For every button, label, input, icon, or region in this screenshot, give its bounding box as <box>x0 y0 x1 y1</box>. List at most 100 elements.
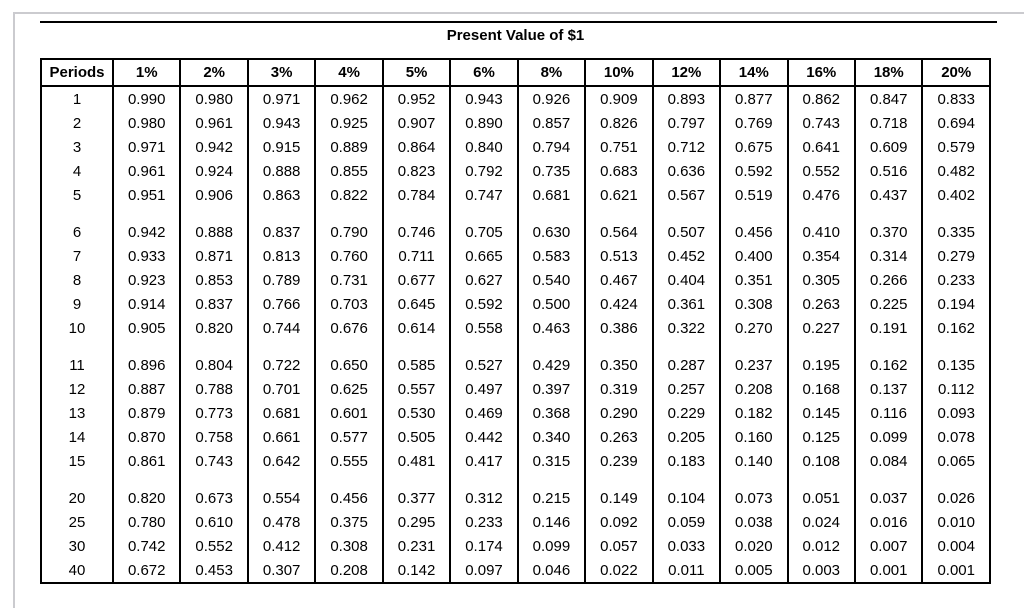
value-cell: 0.424 <box>584 292 654 316</box>
value-cell: 0.227 <box>786 316 856 340</box>
value-cell: 0.162 <box>853 353 924 377</box>
period-cell: 20 <box>40 486 114 510</box>
value-cell: 0.552 <box>786 159 856 183</box>
value-cell: 0.305 <box>786 268 856 292</box>
value-cell: 0.773 <box>179 401 249 425</box>
value-cell: 0.481 <box>381 449 452 473</box>
value-cell: 0.078 <box>921 425 991 449</box>
value-cell: 0.016 <box>853 510 924 534</box>
value-cell: 0.307 <box>246 558 317 583</box>
value-cell: 0.182 <box>719 401 789 425</box>
col-header-rate-20: 20% <box>921 58 991 87</box>
group-spacer-row <box>40 207 991 220</box>
value-cell: 0.051 <box>786 486 856 510</box>
spacer-cell <box>651 340 722 353</box>
value-cell: 0.641 <box>786 135 856 159</box>
spacer-cell <box>853 473 924 486</box>
value-cell: 0.888 <box>246 159 317 183</box>
value-cell: 0.915 <box>246 135 317 159</box>
value-cell: 0.137 <box>853 377 924 401</box>
table-row-period-11: 11 0.896 0.804 0.722 0.650 0.585 0.527 0.429 0.3… <box>40 353 991 377</box>
period-cell: 4 <box>40 159 114 183</box>
col-header-rate-4: 4% <box>314 58 384 87</box>
value-cell: 0.116 <box>853 401 924 425</box>
value-cell: 0.853 <box>179 268 249 292</box>
value-cell: 0.145 <box>786 401 856 425</box>
spacer-cell <box>853 207 924 220</box>
value-cell: 0.335 <box>921 220 991 244</box>
period-cell: 3 <box>40 135 114 159</box>
value-cell: 0.231 <box>381 534 452 558</box>
period-cell: 2 <box>40 111 114 135</box>
value-cell: 0.672 <box>111 558 182 583</box>
value-cell: 0.215 <box>516 486 587 510</box>
value-cell: 0.823 <box>381 159 452 183</box>
value-cell: 0.907 <box>381 111 452 135</box>
value-cell: 0.001 <box>921 558 991 583</box>
col-header-rate-10: 10% <box>584 58 654 87</box>
value-cell: 0.482 <box>921 159 991 183</box>
value-cell: 0.004 <box>921 534 991 558</box>
value-cell: 0.350 <box>584 353 654 377</box>
value-cell: 0.194 <box>921 292 991 316</box>
value-cell: 0.270 <box>719 316 789 340</box>
period-cell: 12 <box>40 377 114 401</box>
title-rule <box>40 21 997 23</box>
value-cell: 0.780 <box>111 510 182 534</box>
value-cell: 0.287 <box>651 353 722 377</box>
value-cell: 0.065 <box>921 449 991 473</box>
value-cell: 0.478 <box>246 510 317 534</box>
spacer-cell <box>40 340 114 353</box>
value-cell: 0.592 <box>719 159 789 183</box>
value-cell: 0.636 <box>651 159 722 183</box>
value-cell: 0.857 <box>516 111 587 135</box>
value-cell: 0.797 <box>651 111 722 135</box>
value-cell: 0.340 <box>516 425 587 449</box>
value-cell: 0.290 <box>584 401 654 425</box>
value-cell: 0.833 <box>921 86 991 111</box>
value-cell: 0.790 <box>314 220 384 244</box>
table-row-period-15: 15 0.861 0.743 0.642 0.555 0.481 0.417 0.315 0.2… <box>40 449 991 473</box>
value-cell: 0.871 <box>179 244 249 268</box>
period-cell: 5 <box>40 183 114 207</box>
value-cell: 0.890 <box>449 111 519 135</box>
value-cell: 0.046 <box>516 558 587 583</box>
value-cell: 0.453 <box>179 558 249 583</box>
value-cell: 0.943 <box>449 86 519 111</box>
spacer-cell <box>246 207 317 220</box>
value-cell: 0.744 <box>246 316 317 340</box>
value-cell: 0.500 <box>516 292 587 316</box>
table-row-period-7: 7 0.933 0.871 0.813 0.760 0.711 0.665 0.583 0.51… <box>40 244 991 268</box>
value-cell: 0.452 <box>651 244 722 268</box>
value-cell: 0.933 <box>111 244 182 268</box>
value-cell: 0.437 <box>853 183 924 207</box>
value-cell: 0.676 <box>314 316 384 340</box>
value-cell: 0.266 <box>853 268 924 292</box>
value-cell: 0.751 <box>584 135 654 159</box>
value-cell: 0.906 <box>179 183 249 207</box>
value-cell: 0.263 <box>584 425 654 449</box>
value-cell: 0.097 <box>449 558 519 583</box>
value-cell: 0.112 <box>921 377 991 401</box>
value-cell: 0.813 <box>246 244 317 268</box>
value-cell: 0.980 <box>179 86 249 111</box>
value-cell: 0.174 <box>449 534 519 558</box>
value-cell: 0.125 <box>786 425 856 449</box>
spacer-cell <box>179 473 249 486</box>
value-cell: 0.513 <box>584 244 654 268</box>
value-cell: 0.952 <box>381 86 452 111</box>
col-header-rate-2: 2% <box>179 58 249 87</box>
value-cell: 0.943 <box>246 111 317 135</box>
value-cell: 0.601 <box>314 401 384 425</box>
value-cell: 0.681 <box>516 183 587 207</box>
value-cell: 0.092 <box>584 510 654 534</box>
table-row-period-14: 14 0.870 0.758 0.661 0.577 0.505 0.442 0.340 0.2… <box>40 425 991 449</box>
spacer-cell <box>921 473 991 486</box>
value-cell: 0.001 <box>853 558 924 583</box>
table-row-period-4: 4 0.961 0.924 0.888 0.855 0.823 0.792 0.735 0.68… <box>40 159 991 183</box>
value-cell: 0.410 <box>786 220 856 244</box>
value-cell: 0.971 <box>111 135 182 159</box>
value-cell: 0.861 <box>111 449 182 473</box>
table-row-period-12: 12 0.887 0.788 0.701 0.625 0.557 0.497 0.397 0.3… <box>40 377 991 401</box>
